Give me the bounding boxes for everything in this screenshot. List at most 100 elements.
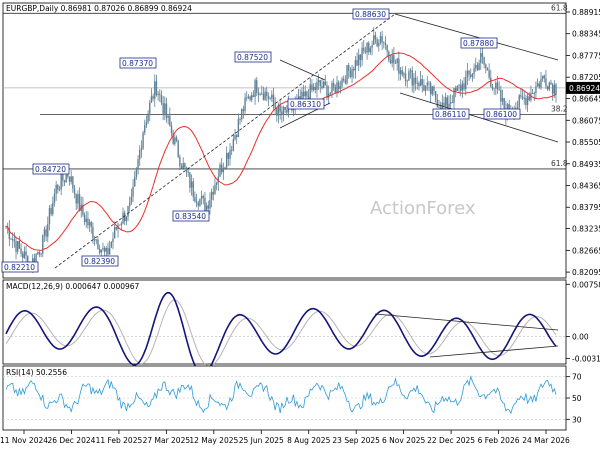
candle-body <box>130 196 133 203</box>
candle-body <box>523 98 525 99</box>
candle-body <box>331 83 333 93</box>
candle-body <box>180 165 183 169</box>
x-tick-label: 23 Sep 2025 <box>332 436 380 445</box>
candle-body <box>326 85 328 98</box>
candle-body <box>493 88 495 90</box>
candle-body <box>478 63 480 71</box>
candle-body <box>20 248 22 254</box>
candle-body <box>373 35 375 45</box>
candle-body <box>551 84 554 94</box>
trendline-dashed <box>54 13 396 269</box>
candle-body <box>358 54 360 66</box>
x-tick-label: 24 Mar 2026 <box>522 436 570 445</box>
candle-body <box>418 83 420 87</box>
candle-body <box>379 36 382 44</box>
price-label-text: 0.86310 <box>290 100 321 109</box>
candle-body <box>359 54 362 61</box>
candle-body <box>368 42 370 53</box>
candle-body <box>302 91 305 97</box>
candle-body <box>179 156 181 166</box>
candle-body <box>232 139 235 151</box>
candle-body <box>470 74 472 77</box>
candle-body <box>473 67 475 75</box>
candle-body <box>57 184 59 190</box>
candle-body <box>434 91 437 100</box>
candle-body <box>286 109 288 113</box>
x-tick-label: 12 May 2025 <box>189 436 238 445</box>
candle-body <box>322 81 325 89</box>
candle-body <box>429 83 432 95</box>
candle-body <box>363 47 365 51</box>
candle-body <box>411 70 413 86</box>
candle-body <box>15 241 17 252</box>
candle-body <box>118 224 121 226</box>
candle-body <box>90 222 92 228</box>
candle-body <box>536 83 539 87</box>
candle-body <box>187 172 189 173</box>
candle-body <box>169 115 171 126</box>
price-y-tick-label: 0.82665 <box>572 246 600 255</box>
candle-body <box>541 75 544 79</box>
candle-body <box>87 218 89 226</box>
candle-body <box>177 140 179 157</box>
price-y-tick-label: 0.88915 <box>572 8 600 17</box>
candle-body <box>267 95 270 99</box>
candle-body <box>538 83 540 88</box>
candle-body <box>518 95 520 108</box>
candle-body <box>311 84 313 91</box>
candle-body <box>200 196 203 200</box>
candle-body <box>27 255 29 268</box>
candle-body <box>254 80 256 97</box>
price-label-box <box>460 37 498 49</box>
candle-body <box>334 86 337 94</box>
candle-body <box>272 94 275 104</box>
candle-body <box>485 64 487 69</box>
candle-body <box>528 96 530 101</box>
candle-body <box>137 159 139 169</box>
candle-body <box>237 119 240 138</box>
candle-body <box>103 247 106 252</box>
candle-body <box>460 85 462 91</box>
candle-body <box>234 135 236 140</box>
candle-body <box>416 83 418 84</box>
rsi-y-tick-label: 30 <box>572 415 582 424</box>
candle-body <box>140 148 143 151</box>
candle-body <box>152 96 154 99</box>
candle-body <box>394 63 397 64</box>
candle-body <box>17 241 19 252</box>
candle-body <box>11 239 14 241</box>
candle-body <box>316 82 318 90</box>
candle-body <box>18 241 21 249</box>
candle-body <box>438 107 440 109</box>
candle-body <box>227 153 230 159</box>
candle-body <box>451 102 454 103</box>
candle-body <box>219 164 221 177</box>
candle-body <box>466 70 469 78</box>
candle-body <box>113 227 116 239</box>
candle-body <box>229 149 231 159</box>
x-tick-label: 11 Nov 2024 <box>0 436 48 445</box>
last-price-badge <box>566 81 600 94</box>
candle-body <box>257 92 260 95</box>
candle-body <box>364 50 367 53</box>
candle-body <box>336 82 338 94</box>
candle-body <box>342 78 345 81</box>
candle-body <box>349 70 352 77</box>
candle-body <box>108 247 111 255</box>
candle-body <box>135 168 138 178</box>
candle-body <box>378 43 380 47</box>
candle-body <box>33 258 36 264</box>
price-plot-frame <box>2 2 567 279</box>
macd-upper-trendline <box>374 313 559 331</box>
candle-body <box>276 107 278 116</box>
channel-lower-line <box>399 92 559 143</box>
candle-body <box>356 60 358 66</box>
candle-body <box>404 73 407 82</box>
candle-body <box>431 86 433 95</box>
candle-body <box>480 53 482 64</box>
x-tick-label: 25 Jun 2025 <box>239 436 284 445</box>
channel-upper-line <box>394 13 559 61</box>
candle-body <box>185 167 188 173</box>
candle-body <box>202 196 204 198</box>
candle-body <box>495 82 497 89</box>
